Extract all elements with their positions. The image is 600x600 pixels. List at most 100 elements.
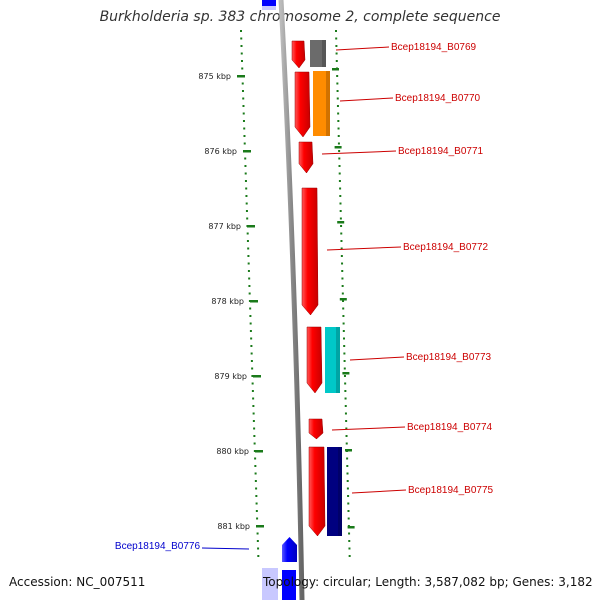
accession-text: Accession: NC_007511 (9, 575, 146, 589)
grid-dot (247, 262, 250, 265)
grid-dot (336, 105, 339, 107)
grid-dot (344, 405, 347, 407)
gene-label[interactable]: Bcep18194_B0770 (395, 93, 481, 104)
gene-arrow-reverse-partial[interactable] (262, 0, 276, 6)
grid-dot (240, 45, 243, 47)
gene-label[interactable]: Bcep18194_B0772 (403, 242, 489, 253)
feature-block-shade (326, 71, 330, 136)
grid-dot (253, 450, 256, 452)
grid-dot (337, 142, 340, 145)
backbone-line (278, 0, 305, 600)
grid-dot (336, 90, 339, 92)
grid-dot (348, 540, 351, 542)
grid-dot (338, 157, 341, 160)
grid-dot (343, 352, 346, 355)
scale-tick-label: 878 kbp (211, 297, 244, 306)
grid-dot (340, 225, 343, 227)
grid-dot (245, 210, 248, 212)
minor-tick-mark (332, 68, 339, 71)
grid-dot (340, 232, 343, 235)
grid-dot (257, 547, 260, 550)
grid-dot (342, 307, 345, 310)
grid-dot (336, 97, 339, 100)
grid-dot (248, 285, 251, 287)
grid-dot (240, 30, 242, 32)
scale-tick-label: 881 kbp (217, 522, 250, 531)
grid-dot (342, 337, 345, 340)
feature-block[interactable] (325, 327, 340, 393)
scale-tick-mark (247, 225, 255, 228)
grid-dot (247, 255, 250, 257)
feature-block[interactable] (310, 40, 326, 67)
grid-dot (337, 127, 340, 130)
grid-dot (253, 435, 256, 437)
grid-dot (250, 337, 253, 340)
feature-block[interactable] (313, 71, 330, 136)
gene-arrow-forward[interactable] (308, 418, 324, 440)
gene-arrow-reverse-partial[interactable] (282, 570, 296, 600)
feature-block[interactable] (327, 447, 342, 536)
grid-dot (344, 397, 347, 400)
gene-arrow-forward[interactable] (308, 446, 326, 537)
gene-label[interactable]: Bcep18194_B0773 (406, 352, 492, 363)
minor-tick-mark (339, 298, 347, 301)
scale-tick-mark (243, 150, 251, 153)
label-leader-line (201, 547, 250, 550)
topology-summary: Topology: circular; Length: 3,587,082 bp… (263, 575, 593, 589)
grid-dot (338, 172, 341, 175)
grid-dot (254, 472, 257, 475)
gene-label[interactable]: Bcep18194_B0771 (398, 146, 484, 157)
grid-dot (342, 322, 345, 325)
gene-label[interactable]: Bcep18194_B0769 (391, 42, 477, 53)
scale-tick-mark (237, 75, 245, 78)
grid-dot (244, 165, 247, 167)
gene-arrow-forward[interactable] (291, 40, 306, 69)
grid-dot (240, 52, 243, 55)
gene-labels: Bcep18194_B0769 Bcep18194_B0770 Bcep18194_… (115, 42, 494, 552)
grid-dot (341, 270, 344, 272)
grid-dot (347, 517, 350, 520)
grid-dot (246, 232, 249, 235)
gene-arrow-forward[interactable] (294, 71, 311, 138)
grid-dot (250, 352, 253, 355)
grid-dot (345, 442, 348, 445)
gene-arrow-forward[interactable] (306, 326, 323, 394)
gene-arrow-forward[interactable] (298, 141, 314, 174)
grid-dot (245, 187, 248, 190)
grid-dot (346, 457, 349, 460)
grid-dot (249, 330, 252, 332)
label-leader-line (349, 356, 405, 361)
grid-dot (249, 307, 252, 310)
grid-dot (255, 487, 258, 490)
gene-arrow-reverse[interactable] (282, 537, 297, 562)
grid-dot (345, 435, 348, 437)
grid-dot (250, 345, 253, 347)
grid-dot (256, 540, 259, 542)
gene-label[interactable]: Bcep18194_B0776 (115, 541, 201, 552)
offscreen-feature-bottom (262, 568, 278, 600)
grid-dot (254, 480, 257, 482)
grid-dot (246, 217, 249, 220)
grid-dot (347, 502, 350, 505)
grid-dot (348, 532, 351, 535)
grid-dot (341, 277, 344, 280)
grid-dot (251, 382, 254, 385)
grid-dot (253, 427, 256, 430)
grid-dot (241, 82, 244, 85)
grid-dot (346, 487, 349, 490)
grid-dot (336, 75, 339, 77)
grid-dot (254, 457, 257, 460)
minor-tick-mark (337, 221, 345, 224)
grid-dot (340, 240, 343, 242)
grid-dot (335, 52, 338, 55)
grid-dot (240, 60, 243, 62)
scale-tick-mark (255, 450, 263, 453)
grid-dot (246, 240, 249, 242)
grid-dot (338, 165, 341, 167)
gene-label[interactable]: Bcep18194_B0775 (408, 485, 494, 496)
grid-dot (345, 427, 348, 430)
grid-dot (252, 397, 255, 400)
gene-arrow-forward[interactable] (301, 187, 319, 316)
gene-label[interactable]: Bcep18194_B0774 (407, 422, 493, 433)
